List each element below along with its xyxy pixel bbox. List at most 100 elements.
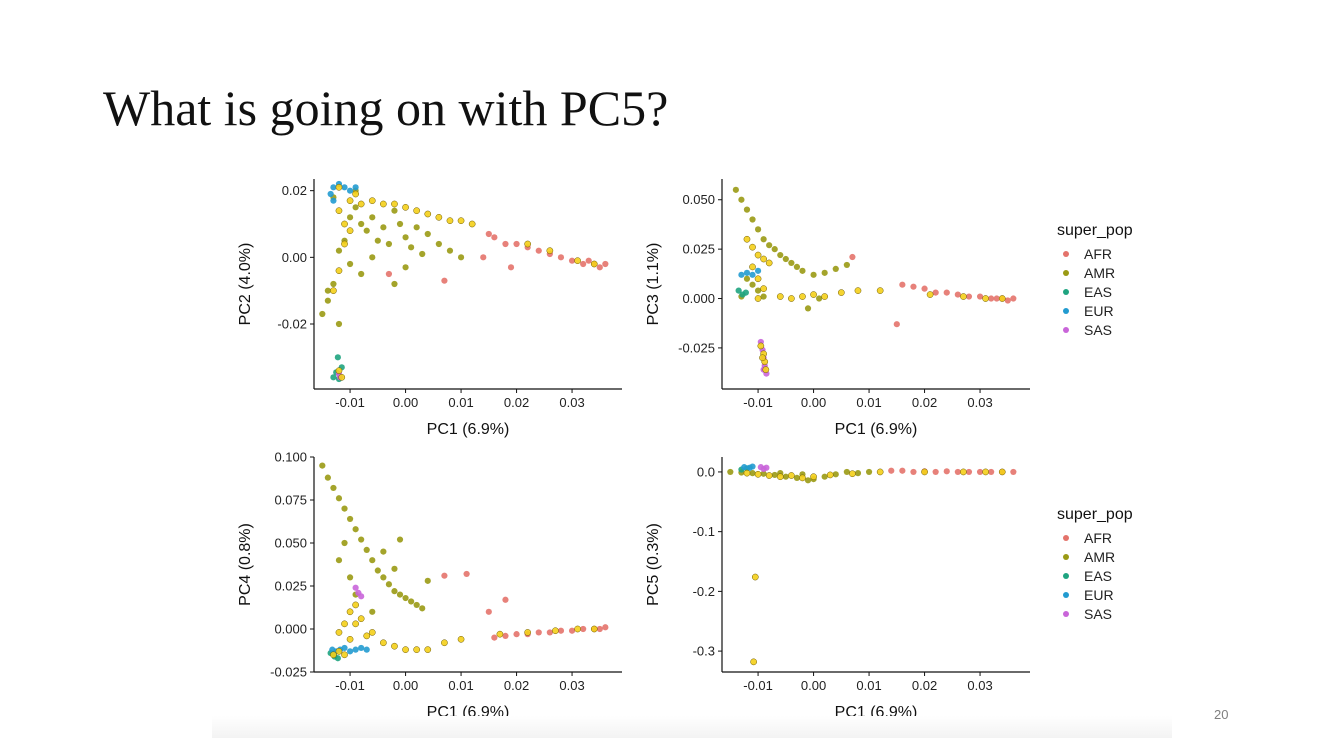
point-highlighted xyxy=(357,615,365,623)
data-points xyxy=(732,186,1017,377)
point-highlighted xyxy=(810,291,817,298)
point-eur xyxy=(352,646,359,653)
scatter-plot-pc4-vs-pc1: -0.01 0.00 0.01 0.02 0.03 0.100 0.075 0.050 0.02… xyxy=(237,450,622,721)
point-amr xyxy=(369,608,376,615)
y-tick-label: -0.2 xyxy=(693,584,715,599)
point-highlighted xyxy=(765,472,773,479)
point-afr xyxy=(491,234,498,241)
point-highlighted xyxy=(435,213,443,221)
point-amr xyxy=(346,214,354,221)
point-highlighted xyxy=(788,472,795,479)
point-eur xyxy=(341,184,348,191)
point-amr xyxy=(374,567,381,574)
point-afr xyxy=(899,281,906,288)
point-eas xyxy=(334,655,341,662)
legend-label: AFR xyxy=(1084,529,1112,546)
legend-item-amr: AMR xyxy=(1057,263,1133,282)
point-highlighted xyxy=(424,646,432,653)
y-axis-title: PC4 (0.8%) xyxy=(237,523,254,606)
point-amr xyxy=(358,220,365,228)
point-amr xyxy=(419,250,426,258)
point-afr xyxy=(899,467,906,474)
point-amr xyxy=(363,546,370,553)
y-axis-title: PC3 (1.1%) xyxy=(645,243,662,326)
point-amr xyxy=(369,214,376,221)
point-amr xyxy=(402,234,409,241)
point-amr xyxy=(358,536,365,543)
point-afr xyxy=(976,293,984,300)
point-afr xyxy=(557,627,565,634)
point-amr xyxy=(754,287,762,294)
point-highlighted xyxy=(380,639,387,647)
x-tick-label: 0.01 xyxy=(856,395,881,410)
point-amr xyxy=(346,515,354,523)
point-highlighted xyxy=(380,200,387,208)
point-amr xyxy=(413,224,420,231)
point-amr xyxy=(408,598,415,605)
point-highlighted xyxy=(352,601,359,609)
legend-title: super_pop xyxy=(1057,222,1133,239)
legend-swatch xyxy=(1063,534,1069,541)
point-afr xyxy=(602,260,609,268)
point-afr xyxy=(596,264,603,271)
point-afr xyxy=(932,468,939,476)
point-amr xyxy=(396,536,404,543)
legend-swatch xyxy=(1063,553,1069,560)
point-amr xyxy=(319,310,326,318)
legend-label: EAS xyxy=(1084,283,1113,300)
legend-bottom: super_pop AFR AMR EAS EUR SAS xyxy=(1057,506,1133,623)
point-afr xyxy=(557,254,565,261)
x-tick-label: 0.02 xyxy=(504,395,529,410)
point-highlighted xyxy=(335,207,343,215)
scatter-plot-pc3-vs-pc1: -0.01 0.00 0.01 0.02 0.03 0.050 0.025 0.000 -0.0… xyxy=(645,179,1030,438)
x-tick-label: 0.00 xyxy=(801,395,826,410)
point-eur xyxy=(330,184,337,191)
point-amr xyxy=(385,240,393,248)
x-tick-label: 0.00 xyxy=(393,678,418,693)
point-afr xyxy=(976,468,984,476)
point-amr xyxy=(424,230,431,238)
figure-bottom-edge xyxy=(212,716,1172,738)
point-highlighted xyxy=(524,629,532,636)
point-highlighted xyxy=(391,200,398,208)
point-highlighted xyxy=(424,210,432,218)
point-amr xyxy=(335,495,343,502)
legend-item-sas: SAS xyxy=(1057,320,1133,339)
slide-title: What is going on with PC5? xyxy=(103,80,669,136)
point-amr xyxy=(352,526,359,533)
point-afr xyxy=(546,629,553,636)
point-highlighted xyxy=(826,471,834,479)
legend-swatch xyxy=(1063,307,1069,314)
point-afr xyxy=(568,257,576,264)
point-afr xyxy=(535,629,542,636)
point-amr xyxy=(335,247,343,254)
point-amr xyxy=(330,484,337,492)
point-amr xyxy=(341,539,348,547)
point-sas xyxy=(352,584,359,591)
point-highlighted xyxy=(413,207,421,215)
point-highlighted xyxy=(335,267,343,275)
y-tick-label: -0.3 xyxy=(693,644,715,659)
point-amr xyxy=(435,240,442,248)
point-highlighted xyxy=(757,342,765,350)
point-highlighted xyxy=(754,251,762,259)
y-tick-label: 0.100 xyxy=(274,450,307,465)
point-amr xyxy=(743,206,751,213)
point-highlighted xyxy=(346,227,354,235)
legend-swatch xyxy=(1063,591,1069,598)
data-points xyxy=(319,180,609,383)
point-amr xyxy=(391,280,398,288)
point-highlighted xyxy=(590,260,598,268)
point-afr xyxy=(1010,468,1017,476)
point-afr xyxy=(580,625,587,633)
x-tick-label: -0.01 xyxy=(335,395,365,410)
point-eur xyxy=(358,644,365,652)
point-highlighted xyxy=(335,367,343,375)
point-highlighted xyxy=(402,203,409,211)
point-amr xyxy=(771,246,778,253)
x-tick-label: 0.03 xyxy=(559,395,584,410)
point-highlighted xyxy=(524,240,532,248)
point-highlighted xyxy=(457,635,465,643)
point-eas xyxy=(735,287,742,294)
point-amr xyxy=(821,473,828,480)
